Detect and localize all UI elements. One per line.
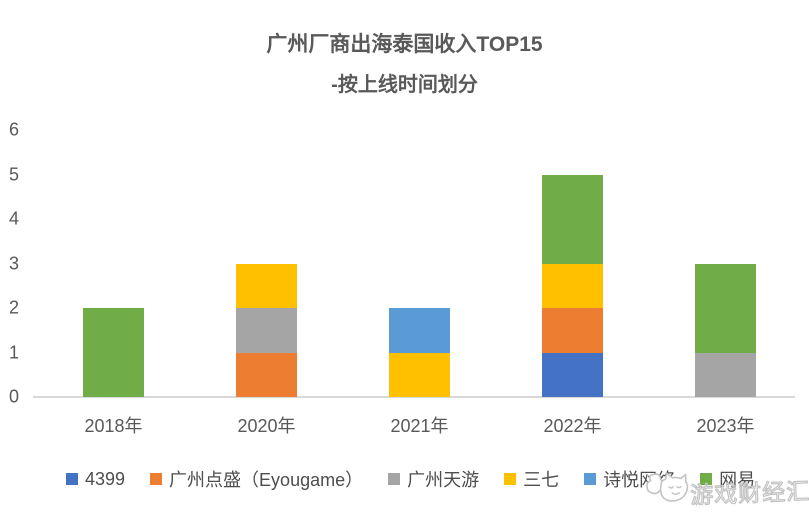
chart-title: 广州厂商出海泰国收入TOP15 bbox=[266, 33, 543, 56]
legend-item: 三七 bbox=[504, 466, 559, 492]
x-axis-tick-label: 2020年 bbox=[237, 416, 296, 436]
y-axis-tick-label: 4 bbox=[8, 208, 19, 229]
y-axis-tick-label: 6 bbox=[8, 119, 19, 140]
bar-segment bbox=[236, 308, 297, 353]
y-axis-tick-label: 3 bbox=[8, 253, 19, 273]
bar-segment bbox=[83, 308, 144, 397]
legend-label: 广州点盛（Eyougame） bbox=[169, 470, 364, 490]
legend-label: 4399 bbox=[85, 468, 126, 489]
legend-swatch-icon bbox=[66, 473, 78, 485]
bar-segment bbox=[542, 352, 603, 397]
bar-segment bbox=[542, 308, 603, 353]
x-axis-tick-label: 2022年 bbox=[543, 416, 602, 436]
legend-label: 三七 bbox=[523, 470, 560, 490]
bar-segment bbox=[695, 352, 756, 397]
bar-segment bbox=[236, 263, 297, 308]
legend-swatch-icon bbox=[388, 473, 401, 485]
y-axis-tick-label: 5 bbox=[8, 164, 19, 184]
y-axis-tick-label: 2 bbox=[8, 297, 19, 318]
bar-segment bbox=[389, 308, 450, 353]
legend-item: 广州点盛（Eyougame） bbox=[150, 466, 363, 492]
bar-segment bbox=[236, 352, 297, 397]
legend-item: 网易 bbox=[700, 466, 755, 492]
bar-segment bbox=[389, 352, 450, 397]
legend-item: 诗悦网络 bbox=[584, 466, 675, 492]
chart-legend: 4399 广州点盛（Eyougame） 广州天游 三七 诗悦网络 网易 bbox=[66, 466, 755, 492]
x-axis-line bbox=[33, 396, 795, 398]
legend-swatch-icon bbox=[150, 473, 163, 485]
legend-swatch-icon bbox=[504, 473, 517, 485]
bar-segment bbox=[542, 174, 603, 264]
x-axis-tick-label: 2023年 bbox=[696, 416, 755, 436]
legend-swatch-icon bbox=[584, 473, 597, 485]
x-axis-tick-label: 2021年 bbox=[390, 416, 449, 436]
legend-swatch-icon bbox=[700, 473, 713, 485]
y-axis-tick-label: 1 bbox=[8, 342, 19, 362]
bar-segment bbox=[695, 263, 756, 353]
y-axis-tick-label: 0 bbox=[8, 386, 19, 407]
chart-subtitle: -按上线时间划分 bbox=[331, 74, 478, 96]
legend-item: 广州天游 bbox=[388, 466, 479, 492]
legend-label: 网易 bbox=[719, 470, 756, 490]
x-axis-tick-label: 2018年 bbox=[84, 416, 143, 436]
legend-label: 广州天游 bbox=[407, 470, 480, 490]
bar-segment bbox=[542, 263, 603, 308]
legend-item: 4399 bbox=[66, 469, 125, 490]
legend-label: 诗悦网络 bbox=[603, 470, 676, 490]
